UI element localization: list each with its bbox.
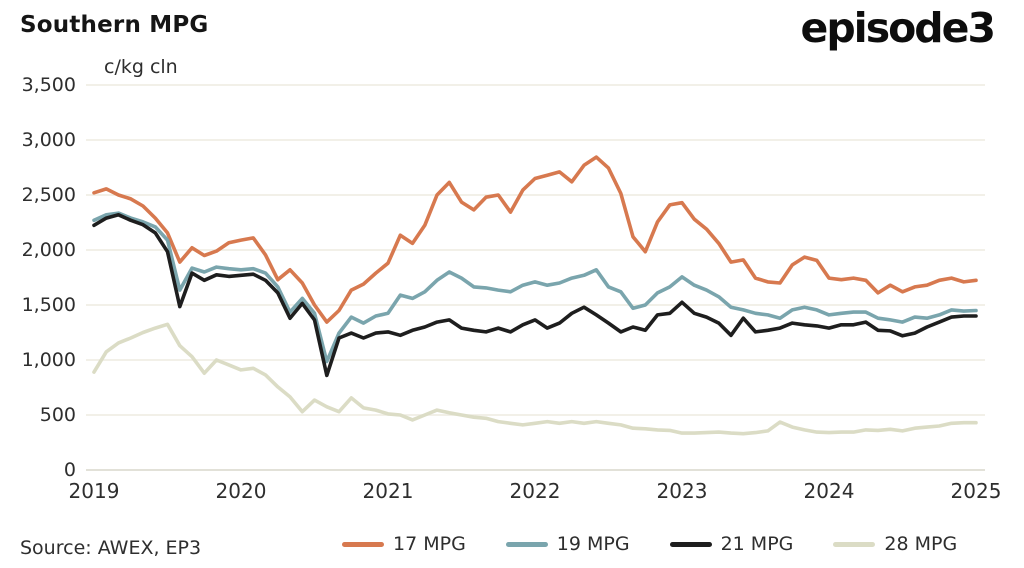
source-note: Source: AWEX, EP3 — [20, 537, 202, 559]
series-line-21-mpg — [92, 213, 978, 378]
legend-item-17-mpg: 17 MPG — [342, 533, 466, 555]
y-axis-unit-label: c/kg cln — [104, 56, 178, 78]
legend-swatch-21-mpg — [669, 541, 712, 547]
legend-item-21-mpg: 21 MPG — [669, 533, 794, 555]
legend-item-19-mpg: 19 MPG — [505, 533, 630, 555]
episode3-logo: episode3 — [800, 4, 996, 52]
legend-swatch-19-mpg — [505, 541, 548, 547]
chart-title: Southern MPG — [20, 12, 209, 38]
legend-label-28-mpg: 28 MPG — [884, 533, 958, 555]
legend-swatch-17-mpg — [342, 541, 384, 547]
series-line-19-mpg — [92, 211, 978, 364]
legend-swatch-28-mpg — [833, 541, 876, 547]
series-line-17-mpg — [92, 155, 978, 324]
legend-label-19-mpg: 19 MPG — [556, 533, 630, 555]
legend-label-21-mpg: 21 MPG — [720, 533, 794, 555]
legend-item-28-mpg: 28 MPG — [833, 533, 957, 555]
legend-label-17-mpg: 17 MPG — [393, 533, 466, 555]
legend: 17 MPG 19 MPG 21 MPG 28 MPG — [342, 533, 957, 555]
series-line-28-mpg — [92, 322, 978, 436]
